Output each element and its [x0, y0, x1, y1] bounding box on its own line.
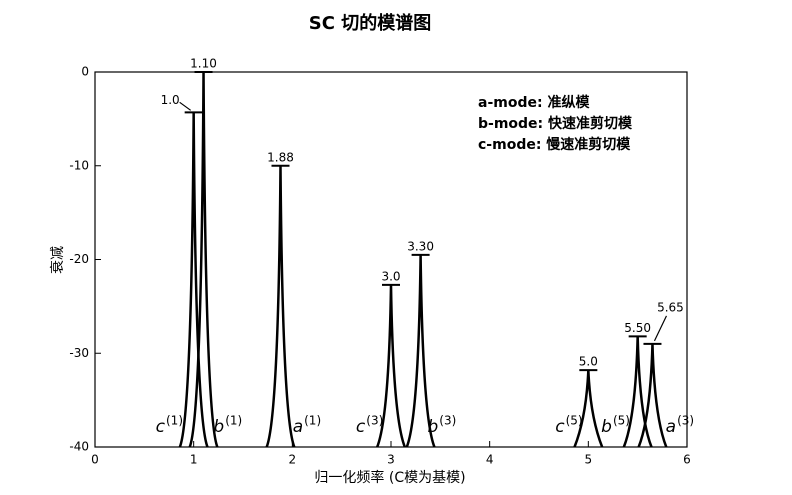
x-tick-label: 3	[387, 453, 395, 467]
x-tick-label: 1	[190, 453, 198, 467]
mode-order: (3)	[439, 414, 456, 428]
chart-title: SC 切的模谱图	[309, 12, 431, 34]
peak-label: 5.50	[624, 321, 651, 335]
x-axis-label: 归一化频率 (C模为基模)	[314, 469, 465, 486]
legend-note: b-mode: 快速准剪切模	[478, 115, 633, 132]
peak-label: 3.0	[381, 269, 400, 283]
mode-order: (1)	[225, 414, 242, 428]
y-tick-label: -10	[69, 158, 89, 172]
x-tick-label: 6	[683, 453, 691, 467]
mode-letter: c	[156, 417, 166, 437]
label-arrow	[179, 101, 192, 111]
x-tick-label: 4	[486, 453, 494, 467]
peak-label: 1.88	[267, 150, 294, 164]
y-tick-label: -40	[69, 440, 89, 454]
peak	[637, 343, 668, 448]
mode-letter: b	[428, 417, 439, 437]
mode-letter: c	[356, 417, 366, 437]
legend-note: c-mode: 慢速准剪切模	[478, 136, 631, 153]
mode-order: (3)	[677, 414, 694, 428]
peak	[622, 336, 653, 448]
mode-letter: c	[555, 417, 565, 437]
peak-label: 3.30	[407, 239, 434, 253]
mode-order: (1)	[304, 414, 321, 428]
mode-order: (3)	[366, 414, 383, 428]
peak-label: 5.0	[579, 355, 598, 369]
mode-letter: b	[213, 417, 224, 437]
mode-letter: b	[601, 417, 612, 437]
peak-label: 5.65	[657, 300, 684, 314]
x-tick-label: 0	[91, 453, 99, 467]
y-tick-label: -20	[69, 252, 89, 266]
mode-letter: a	[666, 417, 676, 437]
label-arrow	[653, 315, 668, 342]
x-tick-label: 2	[289, 453, 297, 467]
mode-order: (5)	[566, 414, 583, 428]
y-axis-label: 衰减	[49, 246, 66, 274]
y-tick-label: 0	[81, 65, 89, 79]
peak-label: 1.10	[190, 57, 217, 71]
mode-order: (5)	[613, 414, 630, 428]
y-tick-label: -30	[69, 346, 89, 360]
legend-note: a-mode: 准纵模	[478, 94, 590, 111]
peak	[573, 370, 604, 448]
x-tick-label: 5	[585, 453, 593, 467]
mode-order: (1)	[166, 414, 183, 428]
peak-label: 1.0	[161, 93, 180, 107]
peak	[265, 165, 296, 448]
mode-letter: a	[293, 417, 303, 437]
